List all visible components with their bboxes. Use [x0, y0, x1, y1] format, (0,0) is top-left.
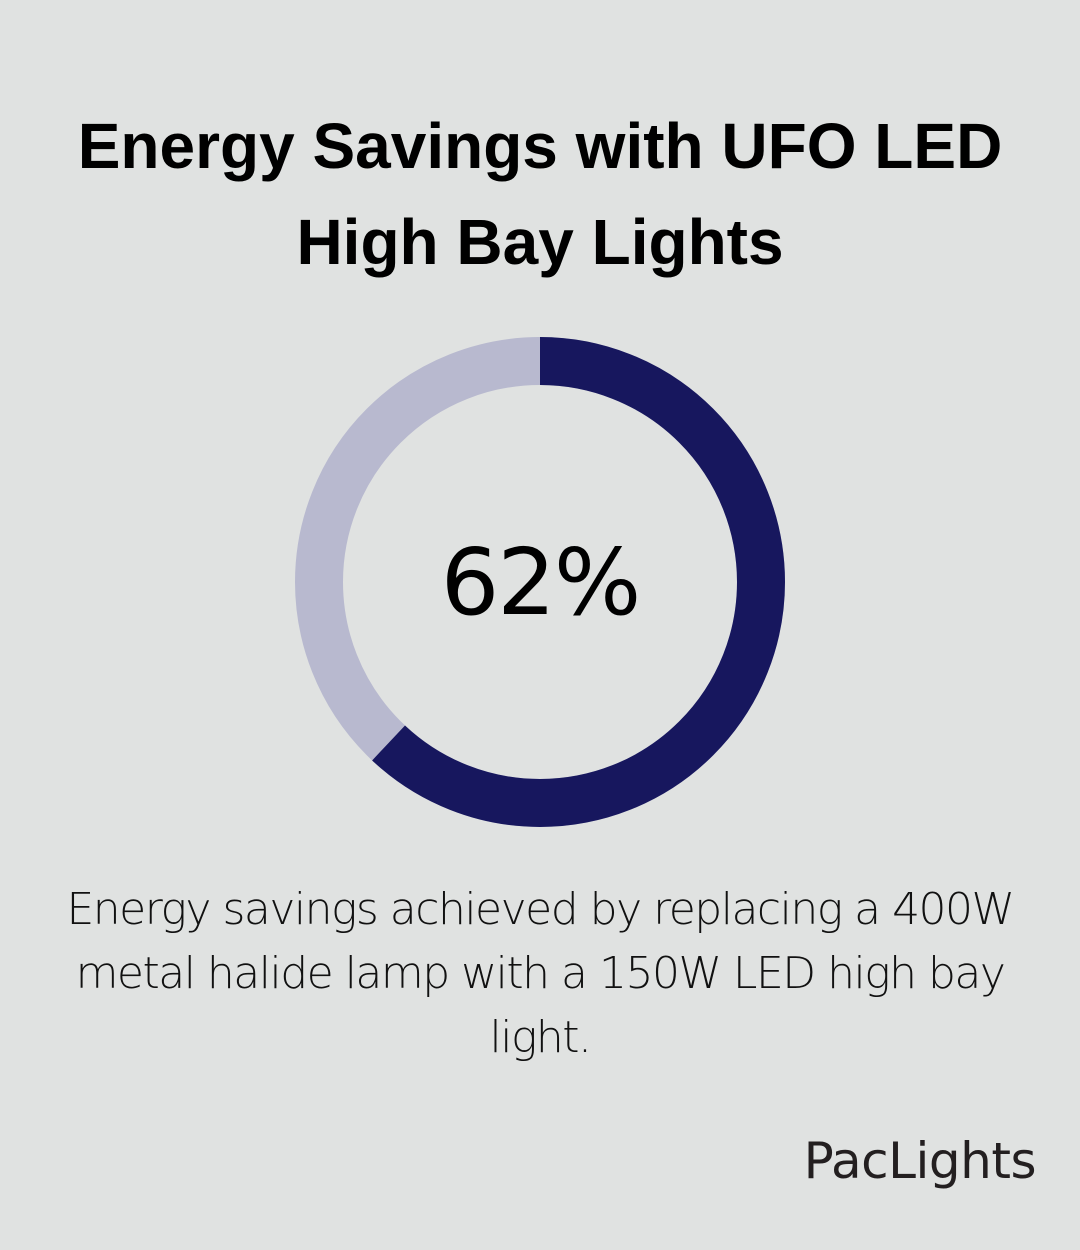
percentage-value: 62% [440, 528, 641, 636]
description-text: Energy savings achieved by replacing a 4… [66, 884, 1015, 1063]
brand-logo: PacLights [803, 1132, 1037, 1190]
donut-chart: 62% [290, 332, 790, 832]
donut-ring [295, 337, 785, 827]
donut-filled-segment [295, 337, 785, 827]
page-title: Energy Savings with UFO LED High Bay Lig… [77, 110, 1003, 278]
